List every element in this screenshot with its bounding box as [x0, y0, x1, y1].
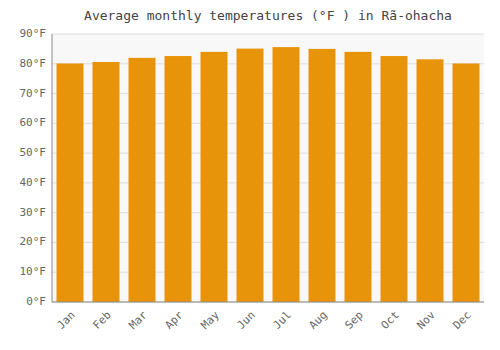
y-tick-label: 10°F — [20, 265, 47, 278]
chart-title: Average monthly temperatures (°F ) in Rã… — [84, 8, 452, 23]
x-tick-label: May — [199, 308, 223, 332]
y-axis: 0°F 10°F 20°F 30°F 40°F 50°F 60°F 70°F 80°F 90°F — [20, 27, 47, 308]
y-tick-label: 30°F — [20, 206, 47, 219]
bar — [453, 63, 480, 302]
x-tick-label: Jul — [271, 309, 294, 332]
x-tick-label: Oct — [379, 309, 402, 332]
x-tick-label: Sep — [343, 309, 366, 332]
y-tick-label: 80°F — [20, 57, 47, 70]
x-tick-label: Mar — [127, 308, 151, 332]
y-tick-label: 70°F — [20, 87, 47, 100]
bar — [237, 49, 264, 302]
x-tick-label: Apr — [163, 308, 187, 332]
x-tick-label: Aug — [307, 309, 330, 332]
y-tick-label: 90°F — [20, 27, 47, 40]
chart-svg: 0°F 10°F 20°F 30°F 40°F 50°F 60°F 70°F 80°F 90°F J… — [0, 0, 500, 350]
x-tick-label: Jun — [235, 309, 258, 332]
x-tick-label: Dec — [451, 309, 474, 332]
x-tick-label: Jan — [55, 309, 78, 332]
x-tick-label: Feb — [91, 309, 114, 332]
y-axis-line — [52, 34, 53, 302]
bars — [57, 47, 480, 302]
bar — [93, 62, 120, 302]
x-tick-label: Nov — [415, 308, 439, 332]
grid — [52, 34, 484, 302]
bar — [417, 59, 444, 302]
grid-line — [52, 302, 484, 303]
y-tick-label: 0°F — [26, 295, 46, 308]
bar — [57, 63, 84, 302]
y-tick-label: 20°F — [20, 235, 47, 248]
x-axis: Jan Feb Mar Apr May Jun Jul Aug Sep Oct Nov Dec — [55, 308, 474, 332]
y-tick-label: 40°F — [20, 176, 47, 189]
y-tick-label: 50°F — [20, 146, 47, 159]
bar — [309, 49, 336, 302]
y-tick-label: 60°F — [20, 116, 47, 129]
bar — [129, 58, 156, 302]
x-axis-line — [52, 302, 484, 303]
plot-background — [52, 34, 484, 302]
bar — [273, 47, 300, 302]
bar — [201, 52, 228, 302]
grid-line — [52, 34, 484, 35]
chart-container: 0°F 10°F 20°F 30°F 40°F 50°F 60°F 70°F 80°F 90°F J… — [0, 0, 500, 350]
bar — [165, 56, 192, 302]
bar — [381, 56, 408, 302]
bar — [345, 52, 372, 302]
